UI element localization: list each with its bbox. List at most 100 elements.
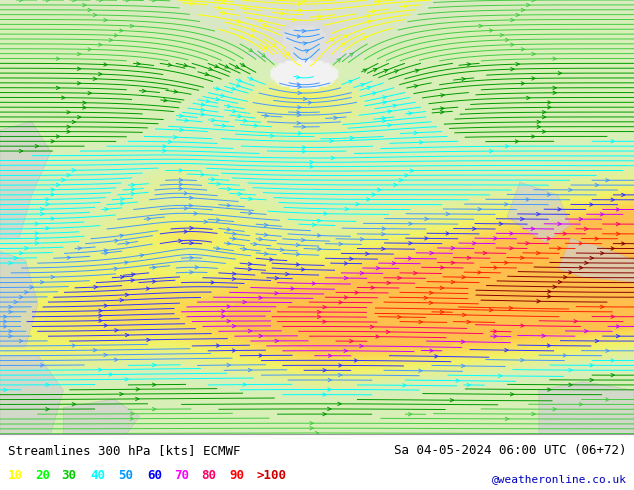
FancyArrowPatch shape — [25, 246, 28, 250]
FancyArrowPatch shape — [526, 96, 530, 99]
FancyArrowPatch shape — [109, 38, 112, 42]
FancyArrowPatch shape — [115, 329, 118, 332]
FancyArrowPatch shape — [543, 116, 546, 119]
FancyArrowPatch shape — [330, 38, 334, 41]
FancyArrowPatch shape — [249, 268, 252, 271]
FancyArrowPatch shape — [78, 246, 81, 250]
FancyArrowPatch shape — [264, 252, 268, 255]
FancyArrowPatch shape — [105, 251, 108, 255]
FancyArrowPatch shape — [377, 267, 380, 270]
FancyArrowPatch shape — [462, 340, 465, 343]
FancyArrowPatch shape — [371, 286, 374, 289]
FancyArrowPatch shape — [104, 353, 107, 357]
FancyArrowPatch shape — [302, 238, 305, 242]
FancyArrowPatch shape — [404, 173, 408, 177]
FancyArrowPatch shape — [249, 262, 252, 266]
FancyArrowPatch shape — [383, 96, 386, 99]
FancyArrowPatch shape — [153, 383, 156, 387]
FancyArrowPatch shape — [264, 24, 268, 27]
FancyArrowPatch shape — [131, 192, 134, 196]
FancyArrowPatch shape — [259, 19, 262, 22]
FancyArrowPatch shape — [408, 257, 411, 260]
FancyArrowPatch shape — [363, 69, 366, 72]
FancyArrowPatch shape — [382, 117, 385, 120]
FancyArrowPatch shape — [190, 242, 193, 245]
FancyArrowPatch shape — [543, 130, 546, 133]
FancyArrowPatch shape — [232, 272, 236, 275]
Polygon shape — [558, 239, 634, 282]
FancyArrowPatch shape — [494, 266, 497, 269]
FancyArrowPatch shape — [302, 125, 306, 128]
FancyArrowPatch shape — [179, 183, 183, 186]
FancyArrowPatch shape — [232, 277, 236, 280]
FancyArrowPatch shape — [341, 43, 345, 47]
FancyArrowPatch shape — [131, 188, 134, 191]
FancyArrowPatch shape — [264, 223, 268, 226]
FancyArrowPatch shape — [153, 364, 156, 367]
FancyArrowPatch shape — [297, 83, 301, 86]
FancyArrowPatch shape — [394, 183, 397, 187]
FancyArrowPatch shape — [4, 315, 7, 318]
FancyArrowPatch shape — [104, 304, 108, 307]
FancyArrowPatch shape — [548, 290, 551, 293]
FancyArrowPatch shape — [227, 364, 230, 367]
FancyArrowPatch shape — [120, 298, 124, 302]
FancyArrowPatch shape — [227, 319, 230, 323]
FancyArrowPatch shape — [462, 364, 465, 368]
FancyArrowPatch shape — [344, 35, 348, 38]
FancyArrowPatch shape — [399, 178, 403, 182]
FancyArrowPatch shape — [521, 82, 524, 85]
FancyArrowPatch shape — [304, 59, 307, 62]
FancyArrowPatch shape — [298, 106, 301, 109]
FancyArrowPatch shape — [152, 280, 156, 283]
FancyArrowPatch shape — [297, 75, 300, 79]
FancyArrowPatch shape — [505, 38, 508, 42]
FancyArrowPatch shape — [4, 320, 7, 323]
FancyArrowPatch shape — [337, 58, 340, 62]
FancyArrowPatch shape — [425, 217, 428, 220]
FancyArrowPatch shape — [152, 266, 156, 270]
FancyArrowPatch shape — [296, 244, 300, 246]
FancyArrowPatch shape — [564, 275, 567, 279]
FancyArrowPatch shape — [41, 281, 44, 284]
FancyArrowPatch shape — [339, 373, 342, 377]
FancyArrowPatch shape — [355, 291, 358, 294]
FancyArrowPatch shape — [51, 193, 55, 196]
FancyArrowPatch shape — [227, 242, 231, 245]
FancyArrowPatch shape — [532, 135, 535, 138]
FancyArrowPatch shape — [285, 52, 289, 55]
FancyArrowPatch shape — [299, 9, 302, 12]
FancyArrowPatch shape — [505, 261, 508, 264]
FancyArrowPatch shape — [579, 218, 583, 221]
FancyArrowPatch shape — [360, 271, 364, 275]
FancyArrowPatch shape — [292, 18, 296, 22]
Text: 80: 80 — [202, 468, 217, 482]
FancyArrowPatch shape — [297, 35, 301, 38]
FancyArrowPatch shape — [366, 252, 369, 255]
FancyArrowPatch shape — [409, 242, 412, 245]
FancyArrowPatch shape — [334, 116, 337, 120]
FancyArrowPatch shape — [163, 145, 166, 148]
FancyArrowPatch shape — [93, 13, 96, 17]
FancyArrowPatch shape — [590, 378, 593, 382]
FancyArrowPatch shape — [305, 50, 309, 53]
FancyArrowPatch shape — [372, 10, 375, 13]
FancyArrowPatch shape — [36, 145, 39, 148]
FancyArrowPatch shape — [521, 358, 524, 362]
FancyArrowPatch shape — [296, 263, 300, 266]
FancyArrowPatch shape — [281, 12, 284, 15]
FancyArrowPatch shape — [194, 212, 197, 215]
FancyArrowPatch shape — [201, 113, 204, 116]
FancyArrowPatch shape — [595, 183, 598, 187]
FancyArrowPatch shape — [441, 266, 444, 269]
FancyArrowPatch shape — [367, 20, 371, 24]
FancyArrowPatch shape — [553, 408, 556, 411]
FancyArrowPatch shape — [489, 308, 493, 312]
FancyArrowPatch shape — [9, 305, 12, 309]
FancyArrowPatch shape — [383, 101, 386, 104]
FancyArrowPatch shape — [590, 203, 593, 206]
FancyArrowPatch shape — [298, 85, 301, 89]
FancyArrowPatch shape — [19, 251, 23, 255]
FancyArrowPatch shape — [569, 271, 572, 274]
FancyArrowPatch shape — [238, 115, 242, 118]
